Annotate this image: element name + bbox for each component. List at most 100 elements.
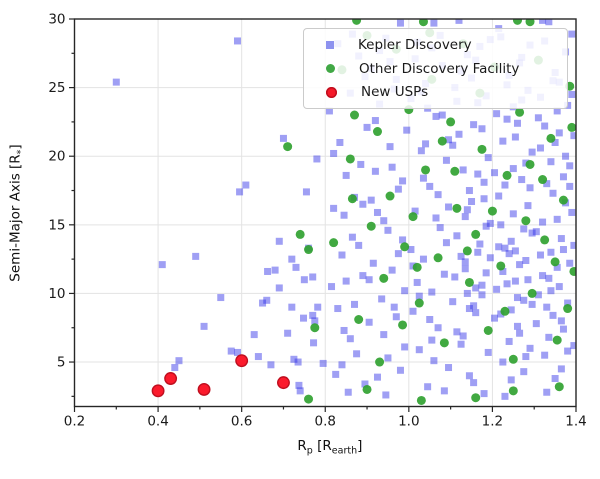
kepler-point: [503, 115, 511, 123]
kepler-point: [442, 156, 450, 164]
kepler-point: [470, 121, 478, 129]
kepler-point: [250, 331, 258, 339]
y-tick-label: 10: [48, 286, 65, 302]
other-point: [416, 395, 426, 405]
kepler-point: [451, 273, 459, 281]
kepler-point: [509, 210, 517, 218]
kepler-point: [493, 285, 501, 293]
kepler-point: [484, 154, 492, 162]
other-point: [304, 245, 314, 255]
kepler-point: [522, 257, 530, 265]
kepler-point: [407, 246, 415, 254]
kepler-point: [513, 119, 521, 127]
kepler-point: [264, 267, 272, 275]
kepler-point: [547, 248, 555, 256]
series-2: [151, 354, 290, 398]
kepler-point: [474, 248, 482, 256]
kepler-point: [564, 299, 572, 307]
kepler-point: [516, 261, 524, 269]
kepler-point: [275, 237, 283, 245]
kepler-point: [566, 259, 574, 267]
other-point: [347, 194, 357, 204]
kepler-point: [468, 197, 476, 205]
kepler-point: [399, 236, 407, 244]
kepler-point: [457, 340, 465, 348]
other-point: [462, 246, 472, 256]
y-tick-label: 5: [57, 355, 66, 371]
other-point: [554, 382, 564, 392]
kepler-point: [453, 328, 461, 336]
kepler-point: [570, 241, 576, 249]
kepler-point: [445, 364, 453, 372]
legend: Kepler Discovery Other Discovery Facilit…: [303, 28, 568, 109]
kepler-point: [541, 122, 549, 130]
kepler-point: [310, 339, 318, 347]
kepler-point: [507, 237, 515, 245]
other-point: [437, 136, 447, 146]
kepler-point: [288, 255, 296, 263]
other-point: [508, 386, 518, 396]
y-tick-label: 20: [48, 149, 65, 165]
kepler-point: [509, 165, 517, 173]
kepler-point: [314, 303, 322, 311]
kepler-point: [419, 174, 427, 182]
kepler-point: [553, 107, 561, 115]
kepler-point: [338, 361, 346, 369]
y-tick-label: 15: [48, 217, 65, 233]
kepler-point: [559, 246, 567, 254]
other-point: [295, 229, 305, 239]
other-point: [379, 273, 389, 283]
other-point: [515, 107, 525, 117]
other-point: [464, 277, 474, 287]
kepler-point: [566, 162, 574, 170]
other-point: [525, 159, 535, 169]
kepler-point: [534, 291, 542, 299]
other-point: [500, 306, 510, 316]
x-axis-label-symbol: R: [297, 438, 307, 454]
kepler-point: [547, 287, 555, 295]
kepler-point: [419, 255, 427, 263]
kepler-point: [566, 182, 574, 190]
kepler-point: [192, 252, 200, 260]
x-tick-label: 0.8: [315, 414, 336, 430]
kepler-square-marker-icon: [326, 40, 334, 49]
kepler-point: [426, 182, 434, 190]
other-point: [550, 257, 560, 267]
kepler-point: [365, 276, 373, 284]
other-point: [310, 323, 320, 333]
kepler-point: [559, 325, 567, 333]
kepler-point: [491, 169, 499, 177]
kepler-point: [346, 335, 354, 343]
kepler-point: [373, 373, 381, 381]
kepler-point: [501, 181, 509, 189]
other-point: [477, 144, 487, 154]
kepler-point: [465, 305, 473, 313]
kepler-point: [463, 206, 471, 214]
kepler-point: [551, 138, 559, 146]
kepler-point: [371, 167, 379, 175]
kepler-point: [559, 173, 567, 181]
kepler-point: [309, 311, 317, 319]
usp-point: [277, 376, 290, 390]
kepler-point: [338, 251, 346, 259]
kepler-point: [461, 258, 469, 266]
kepler-point: [353, 350, 361, 358]
kepler-point: [480, 195, 488, 203]
other-point: [452, 203, 462, 213]
kepler-point: [528, 300, 536, 308]
kepler-point: [568, 208, 576, 216]
kepler-point: [390, 303, 398, 311]
kepler-point: [465, 187, 473, 195]
kepler-point: [505, 337, 513, 345]
kepler-point: [486, 219, 494, 227]
other-point: [408, 212, 418, 222]
kepler-point: [493, 110, 501, 118]
kepler-point: [392, 313, 400, 321]
other-point: [450, 166, 460, 176]
other-point: [414, 298, 424, 308]
kepler-point: [518, 176, 526, 184]
kepler-point: [522, 353, 530, 361]
x-tick-label: 0.4: [147, 414, 168, 430]
other-point: [540, 235, 550, 245]
